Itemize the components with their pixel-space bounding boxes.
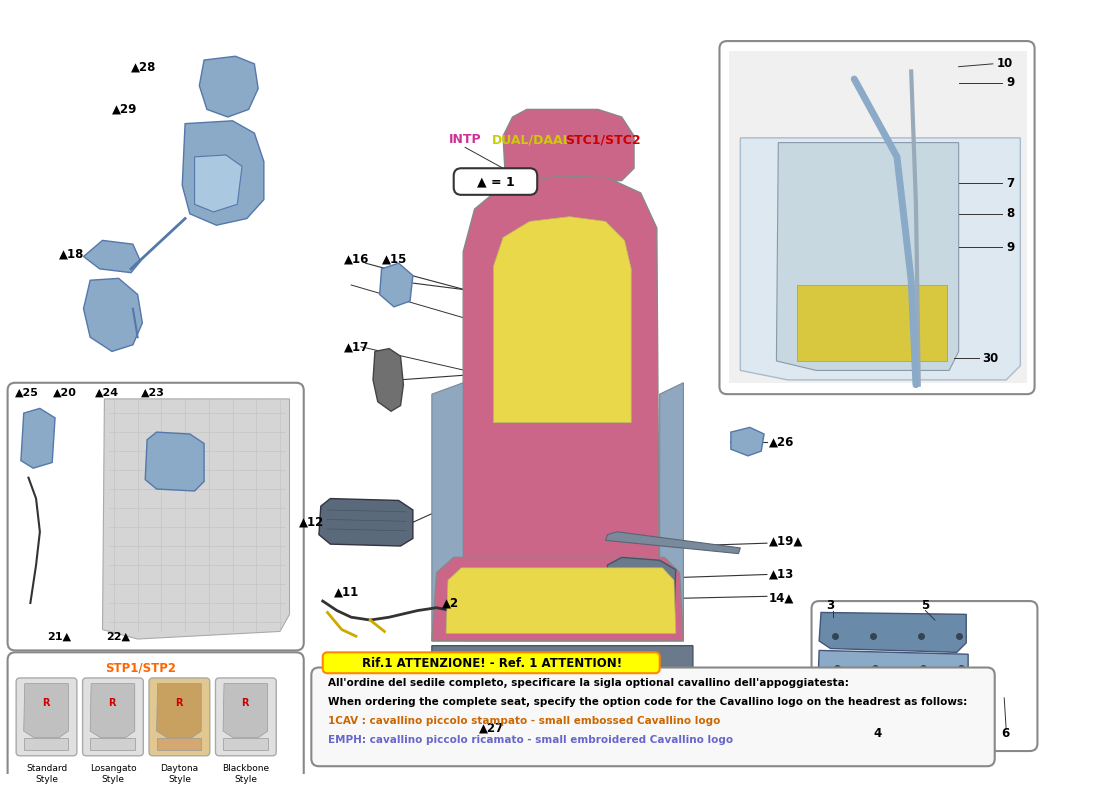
Text: ▲28: ▲28	[131, 60, 156, 73]
Text: INTP: INTP	[449, 134, 482, 146]
Text: R: R	[108, 698, 115, 708]
Polygon shape	[373, 349, 404, 411]
Polygon shape	[156, 738, 201, 750]
Polygon shape	[818, 650, 968, 692]
Polygon shape	[820, 613, 966, 652]
FancyBboxPatch shape	[16, 678, 77, 756]
Text: All'ordine del sedile completo, specificare la sigla optional cavallino dell'app: All'ordine del sedile completo, specific…	[329, 678, 849, 688]
Polygon shape	[729, 50, 1027, 382]
Polygon shape	[432, 558, 683, 641]
Text: Blackbone
Style: Blackbone Style	[222, 764, 270, 784]
Text: 5: 5	[921, 599, 928, 612]
Polygon shape	[463, 176, 660, 641]
Polygon shape	[730, 427, 764, 456]
Text: DUAL/DAAL: DUAL/DAAL	[492, 134, 571, 146]
Polygon shape	[418, 679, 484, 746]
Text: ▲12: ▲12	[299, 516, 324, 529]
FancyBboxPatch shape	[82, 678, 143, 756]
Polygon shape	[223, 684, 267, 738]
Text: ▲26: ▲26	[769, 435, 794, 448]
FancyBboxPatch shape	[322, 652, 660, 674]
Text: ▲ = 1: ▲ = 1	[476, 175, 515, 188]
Text: 9: 9	[1006, 76, 1014, 90]
Text: ▲16: ▲16	[343, 253, 368, 266]
Polygon shape	[798, 285, 947, 361]
Polygon shape	[24, 684, 68, 738]
Text: 7: 7	[1006, 177, 1014, 190]
Text: 1CAV : cavallino piccolo stampato - small embossed Cavallino logo: 1CAV : cavallino piccolo stampato - smal…	[329, 716, 720, 726]
Polygon shape	[21, 408, 55, 468]
Polygon shape	[90, 684, 135, 738]
Polygon shape	[195, 155, 242, 212]
Text: R: R	[175, 698, 183, 708]
Polygon shape	[24, 738, 68, 750]
Polygon shape	[379, 263, 412, 307]
Text: ▲25: ▲25	[15, 387, 40, 398]
Polygon shape	[432, 382, 463, 641]
Polygon shape	[777, 142, 959, 370]
Text: ▲19▲: ▲19▲	[769, 534, 803, 548]
Text: Rif.1 ATTENZIONE! - Ref. 1 ATTENTION!: Rif.1 ATTENZIONE! - Ref. 1 ATTENTION!	[362, 658, 622, 670]
FancyBboxPatch shape	[8, 652, 304, 800]
FancyBboxPatch shape	[812, 601, 1037, 751]
Polygon shape	[84, 240, 141, 273]
Text: EMPH: cavallino piccolo ricamato - small embroidered Cavallino logo: EMPH: cavallino piccolo ricamato - small…	[329, 734, 734, 745]
Polygon shape	[494, 217, 631, 422]
Text: 9: 9	[1006, 241, 1014, 254]
Text: ▲13: ▲13	[769, 568, 794, 581]
Text: Standard
Style: Standard Style	[26, 764, 67, 784]
Polygon shape	[90, 738, 135, 750]
Text: R: R	[241, 698, 249, 708]
Polygon shape	[646, 679, 722, 750]
Text: STP1/STP2: STP1/STP2	[104, 661, 176, 674]
Text: ▲15: ▲15	[382, 253, 407, 266]
FancyBboxPatch shape	[216, 678, 276, 756]
Text: STC1/STC2: STC1/STC2	[565, 134, 640, 146]
Polygon shape	[418, 679, 722, 696]
Polygon shape	[503, 110, 634, 183]
Text: ▲18: ▲18	[58, 247, 85, 260]
Polygon shape	[432, 646, 693, 674]
Text: ▲17: ▲17	[343, 340, 368, 353]
Polygon shape	[102, 399, 289, 639]
FancyBboxPatch shape	[8, 382, 304, 650]
Polygon shape	[660, 382, 683, 641]
Polygon shape	[199, 56, 258, 117]
FancyBboxPatch shape	[311, 667, 994, 766]
Text: ▲24: ▲24	[95, 387, 119, 398]
Text: ▲11: ▲11	[334, 585, 360, 598]
Text: 3: 3	[826, 599, 834, 612]
Text: 21▲: 21▲	[47, 631, 72, 641]
Text: R: R	[42, 698, 50, 708]
Text: Daytona
Style: Daytona Style	[161, 764, 198, 784]
Text: 14▲: 14▲	[769, 592, 794, 605]
Polygon shape	[447, 568, 675, 634]
Text: ▲20: ▲20	[53, 387, 77, 398]
Text: 6: 6	[1001, 726, 1010, 739]
Polygon shape	[319, 498, 412, 546]
Text: Losangato
Style: Losangato Style	[89, 764, 136, 784]
Text: ▲23: ▲23	[141, 387, 164, 398]
Text: 22▲: 22▲	[107, 631, 130, 641]
Polygon shape	[156, 684, 201, 738]
Text: 30: 30	[982, 351, 999, 365]
Polygon shape	[145, 432, 205, 491]
FancyBboxPatch shape	[148, 678, 210, 756]
Polygon shape	[223, 738, 267, 750]
Text: When ordering the complete seat, specify the option code for the Cavallino logo : When ordering the complete seat, specify…	[329, 697, 968, 706]
Polygon shape	[606, 558, 675, 626]
Polygon shape	[606, 532, 740, 554]
FancyBboxPatch shape	[719, 41, 1035, 394]
Text: ▲2: ▲2	[442, 597, 460, 610]
Polygon shape	[183, 121, 264, 225]
Polygon shape	[418, 693, 722, 710]
Polygon shape	[740, 138, 1021, 380]
Text: 10: 10	[997, 58, 1013, 70]
Text: 8: 8	[1006, 207, 1014, 220]
Text: ▲29: ▲29	[112, 103, 138, 116]
FancyBboxPatch shape	[453, 168, 537, 195]
Text: ▲27: ▲27	[478, 722, 504, 734]
Text: 4: 4	[873, 726, 881, 739]
Polygon shape	[84, 278, 142, 351]
